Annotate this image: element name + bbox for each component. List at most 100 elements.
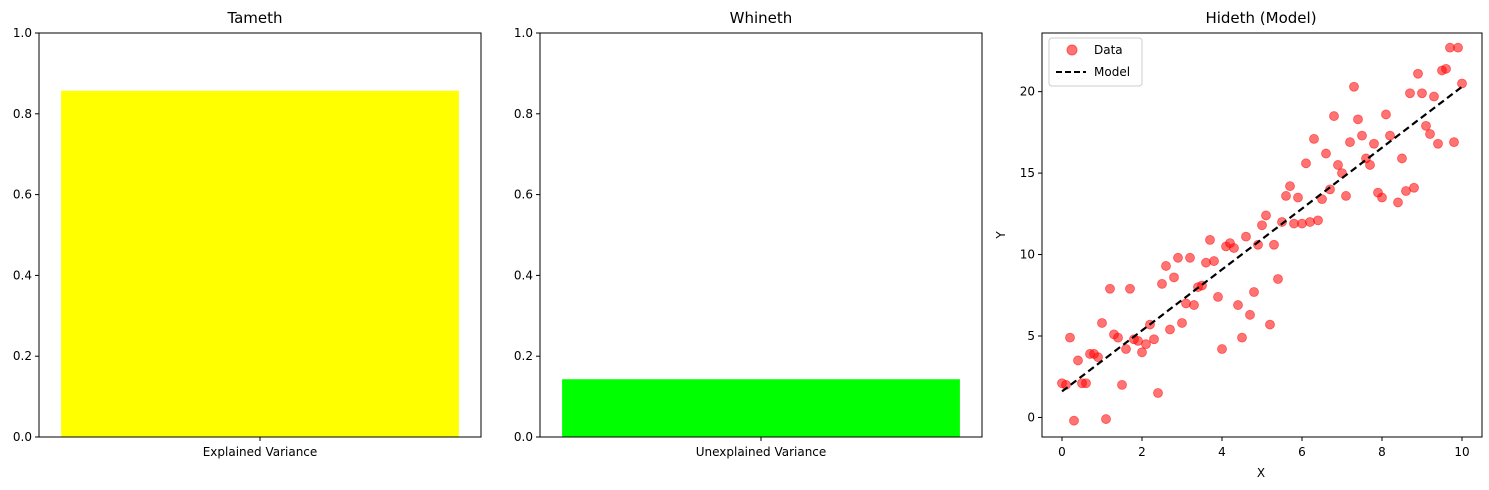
y-tick-label: 1.0: [13, 26, 32, 40]
y-tick-label: 0.8: [13, 107, 32, 121]
data-point: [1113, 332, 1123, 343]
x-tick-label: Unexplained Variance: [696, 445, 827, 459]
model-line: [1061, 85, 1463, 393]
y-tick-label: 0.6: [13, 188, 32, 202]
data-point: [1185, 252, 1195, 263]
legend-marker-data: [1066, 44, 1078, 56]
data-point: [1245, 309, 1255, 320]
axes-frame: [38, 32, 482, 438]
bar: [562, 379, 960, 437]
y-tick-label: 20: [1020, 85, 1035, 99]
data-point: [1281, 191, 1291, 201]
data-point: [1329, 111, 1339, 121]
data-point: [1365, 160, 1375, 170]
y-tick-label: 0.6: [514, 188, 533, 202]
data-point: [1105, 283, 1115, 294]
data-point: [1213, 292, 1223, 302]
x-tick-label: 8: [1378, 445, 1386, 459]
data-point: [1137, 347, 1147, 358]
data-point: [1241, 231, 1251, 242]
data-point: [1081, 378, 1091, 389]
data-point: [1397, 153, 1407, 164]
data-point: [1269, 239, 1279, 250]
data-point: [1173, 252, 1183, 263]
data-point: [1453, 42, 1463, 53]
data-point: [1377, 192, 1387, 203]
data-point: [1413, 68, 1423, 79]
data-point: [1353, 114, 1363, 125]
y-tick-label: 10: [1020, 248, 1035, 262]
data-point: [1293, 192, 1303, 203]
data-point: [1457, 78, 1467, 89]
plot-area: Explained Variance 0.0 0.2 0.4 0.6 0.8 1.0: [13, 26, 459, 459]
legend-label-model: Model: [1094, 65, 1130, 79]
y-tick-label: 15: [1020, 166, 1035, 180]
data-point: [1117, 379, 1127, 390]
y-tick-label: 0.8: [514, 107, 533, 121]
explained-variance-chart: Tameth Explained Variance 0.0 0.2 0.4 0.6 0.8…: [13, 9, 482, 459]
data-point: [1433, 138, 1443, 149]
data-point: [1265, 319, 1275, 330]
data-point: [1217, 344, 1227, 354]
data-point: [1153, 388, 1163, 398]
data-point: [1297, 218, 1307, 229]
bar: [61, 90, 459, 437]
data-point: [1321, 148, 1331, 159]
x-tick-label: 2: [1138, 445, 1146, 459]
data-point: [1141, 339, 1151, 350]
data-point: [1369, 138, 1379, 149]
data-point: [1097, 318, 1107, 328]
data-point: [1421, 120, 1431, 131]
x-tick-label: 0: [1058, 445, 1066, 459]
y-tick-label: 1.0: [514, 26, 533, 40]
data-point: [1093, 352, 1103, 363]
data-point: [1149, 334, 1159, 345]
data-point: [1181, 298, 1191, 309]
data-point: [1169, 272, 1179, 283]
data-point: [1205, 234, 1215, 245]
model-scatter-chart: Hideth (Model) X Y 0 2 4 6 8 10 0 5 10 15 20 Data …: [994, 9, 1483, 480]
data-point: [1257, 220, 1267, 231]
data-point: [1357, 130, 1367, 141]
data-point: [1425, 129, 1435, 139]
data-point: [1177, 318, 1187, 328]
x-tick-label: 4: [1218, 445, 1226, 459]
y-tick-label: 0: [1027, 410, 1035, 424]
data-point: [1069, 415, 1079, 426]
data-point: [1237, 332, 1247, 343]
data-point: [1229, 243, 1239, 253]
data-point: [1345, 137, 1355, 148]
data-point: [1125, 283, 1135, 294]
data-point: [1349, 81, 1359, 92]
y-tick-label: 0.2: [514, 349, 533, 363]
x-tick-label: Explained Variance: [203, 445, 318, 459]
data-point: [1157, 278, 1167, 289]
data-point: [1385, 130, 1395, 141]
legend-label-data: Data: [1094, 43, 1123, 57]
chart-title: Tameth: [226, 9, 282, 27]
data-point: [1393, 197, 1403, 208]
y-axis-label: Y: [994, 231, 1008, 240]
data-point: [1405, 88, 1415, 99]
data-point: [1277, 217, 1287, 227]
y-tick-label: 0.4: [514, 268, 533, 282]
data-point: [1101, 414, 1111, 424]
data-point: [1305, 217, 1315, 227]
data-point: [1285, 181, 1295, 192]
data-point: [1209, 256, 1219, 266]
data-point: [1409, 182, 1419, 193]
plot-area: 0 2 4 6 8 10 0 5 10 15 20: [1020, 42, 1470, 459]
y-tick-label: 0.4: [13, 268, 32, 282]
plot-area: Unexplained Variance 0.0 0.2 0.4 0.6 0.8 1.0: [514, 26, 960, 459]
data-point: [1165, 324, 1175, 335]
data-point: [1249, 287, 1259, 297]
data-point: [1301, 158, 1311, 169]
data-point: [1333, 160, 1343, 170]
data-point: [1121, 344, 1131, 354]
legend: Data Model: [1048, 37, 1143, 87]
y-tick-label: 5: [1027, 329, 1035, 343]
x-axis-label: X: [1257, 466, 1265, 480]
data-point: [1065, 332, 1075, 343]
data-point: [1441, 63, 1451, 74]
